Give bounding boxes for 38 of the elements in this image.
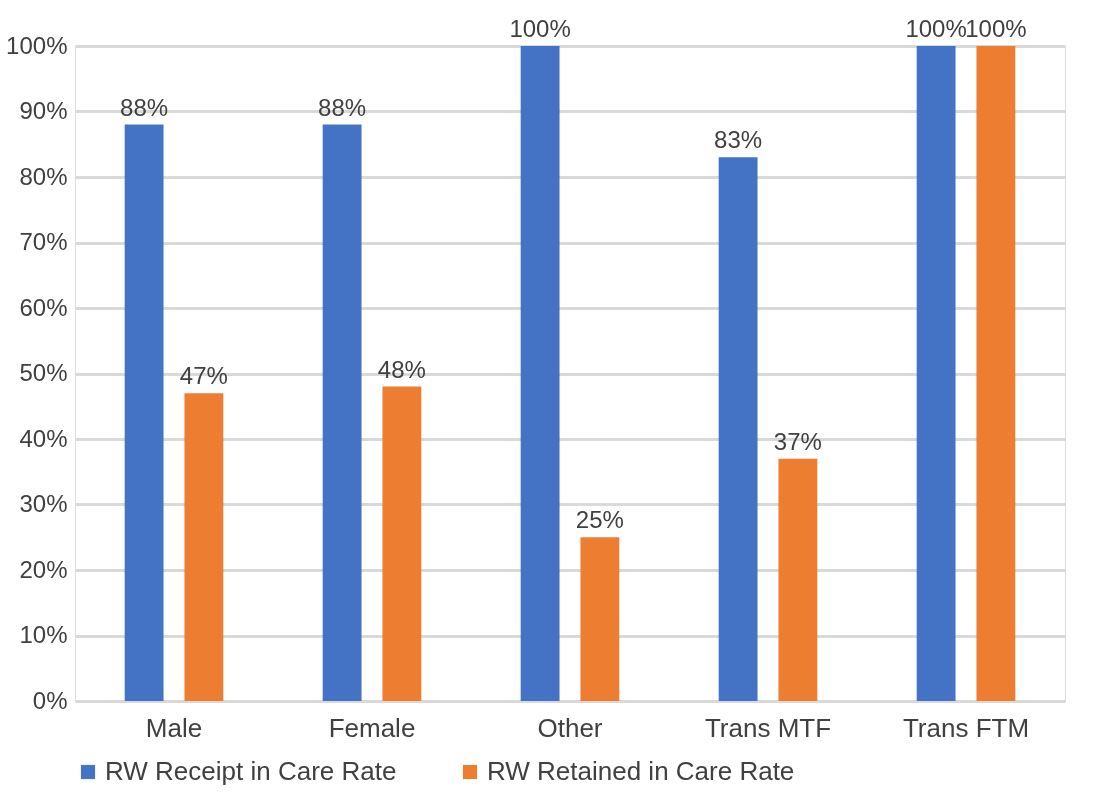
x-tick-label: Trans FTM	[902, 712, 1030, 743]
data-label: 88%	[318, 93, 367, 121]
y-tick-label: 90%	[19, 97, 68, 124]
y-tick-label: 70%	[19, 228, 68, 255]
x-tick-label: Trans MTF	[704, 712, 832, 743]
data-label: 37%	[773, 427, 822, 455]
bar	[520, 46, 560, 701]
x-tick-label: Other	[537, 712, 603, 743]
data-label: 100%	[509, 15, 571, 42]
data-label: 48%	[377, 355, 426, 383]
bar	[916, 46, 956, 701]
legend-label: RW Retained in Care Rate	[487, 756, 795, 786]
legend-label: RW Receipt in Care Rate	[105, 756, 397, 786]
bar	[124, 124, 164, 701]
bar	[580, 537, 620, 701]
data-label: 88%	[120, 93, 169, 121]
bar	[778, 458, 818, 701]
y-tick-label: 30%	[19, 490, 68, 517]
bar	[382, 386, 422, 701]
bar	[718, 157, 758, 701]
y-tick-label: 0%	[32, 686, 68, 714]
y-tick-label: 100%	[6, 31, 68, 59]
data-label: 25%	[575, 506, 624, 534]
x-tick-label: Female	[328, 712, 416, 743]
bar	[184, 393, 224, 701]
bar	[976, 46, 1016, 701]
data-label: 100%	[905, 15, 967, 42]
y-tick-label: 50%	[19, 359, 68, 386]
data-label: 100%	[965, 15, 1027, 42]
y-tick-label: 10%	[19, 621, 68, 648]
bar	[322, 124, 362, 701]
y-tick-label: 20%	[19, 555, 68, 583]
data-label: 47%	[179, 362, 228, 390]
y-tick-label: 80%	[19, 162, 68, 190]
data-label: 83%	[714, 126, 763, 154]
y-tick-label: 60%	[19, 293, 68, 321]
y-tick-label: 40%	[19, 424, 68, 452]
x-tick-label: Male	[145, 712, 203, 743]
